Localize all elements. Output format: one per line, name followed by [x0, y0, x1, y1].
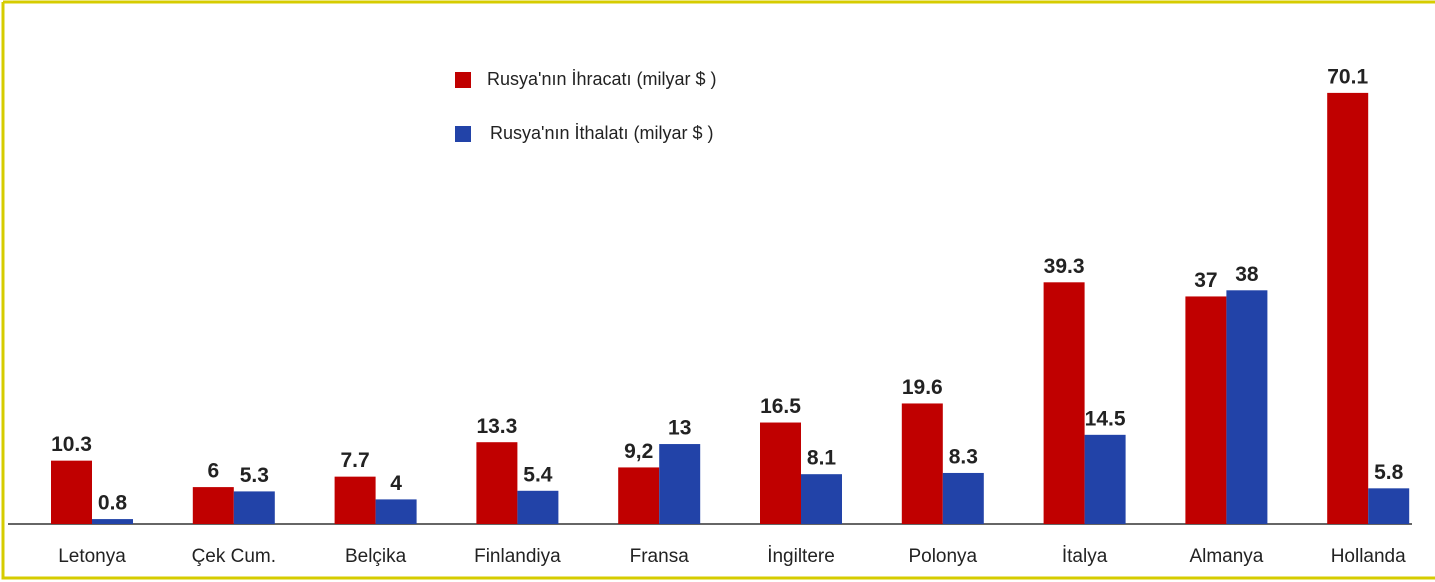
bar — [618, 467, 660, 524]
data-label: 19.6 — [902, 376, 943, 399]
data-label: 13.3 — [476, 415, 517, 438]
bar — [233, 491, 275, 524]
data-label: 38 — [1235, 263, 1259, 286]
x-tick-label: İtalya — [1062, 546, 1108, 567]
data-label: 13 — [668, 417, 691, 440]
bar — [51, 460, 92, 524]
data-label: 0.8 — [98, 492, 128, 515]
bar — [1084, 434, 1126, 524]
data-label: 5.8 — [1374, 461, 1404, 484]
data-label: 39.3 — [1044, 255, 1085, 278]
bar — [1368, 488, 1410, 524]
x-tick-label: İngiltere — [767, 546, 835, 567]
data-label: 10.3 — [51, 433, 92, 456]
bar — [92, 519, 133, 524]
x-tick-label: Almanya — [1189, 546, 1263, 567]
bar — [334, 476, 376, 524]
data-label: 6 — [207, 460, 219, 483]
bar — [760, 422, 801, 524]
data-label: 4 — [390, 472, 402, 495]
data-label: 70.1 — [1327, 65, 1368, 88]
x-tick-label: Fransa — [630, 546, 690, 567]
data-label: 5.4 — [523, 463, 553, 486]
bar — [801, 474, 842, 524]
bar — [1226, 290, 1268, 524]
legend-swatch — [455, 126, 471, 142]
data-label: 8.3 — [949, 446, 978, 469]
legend-label: Rusya'nın İthalatı (milyar $ ) — [490, 123, 714, 143]
bar — [192, 487, 234, 524]
legend-label: Rusya'nın İhracatı (milyar $ ) — [487, 69, 717, 89]
x-tick-label: Hollanda — [1331, 546, 1406, 567]
x-tick-label: Finlandiya — [474, 546, 561, 567]
x-tick-label: Çek Cum. — [192, 546, 276, 567]
bar — [1327, 92, 1369, 524]
x-tick-label: Polonya — [908, 546, 977, 567]
bar — [476, 442, 518, 524]
data-label: 37 — [1194, 269, 1217, 292]
bar — [517, 490, 559, 524]
x-tick-label: Belçika — [345, 546, 407, 567]
data-label: 14.5 — [1085, 407, 1126, 430]
bar — [901, 403, 943, 524]
legend-swatch — [455, 72, 471, 88]
bar — [659, 444, 701, 524]
data-label: 16.5 — [760, 395, 801, 418]
data-label: 7.7 — [340, 449, 369, 472]
bar — [1185, 296, 1227, 524]
bar — [1043, 282, 1085, 524]
data-label: 5.3 — [240, 464, 269, 487]
bar — [942, 472, 984, 524]
x-tick-label: Letonya — [58, 546, 126, 567]
data-label: 8.1 — [807, 447, 837, 470]
data-label: 9,2 — [624, 440, 653, 463]
bar — [375, 499, 417, 524]
